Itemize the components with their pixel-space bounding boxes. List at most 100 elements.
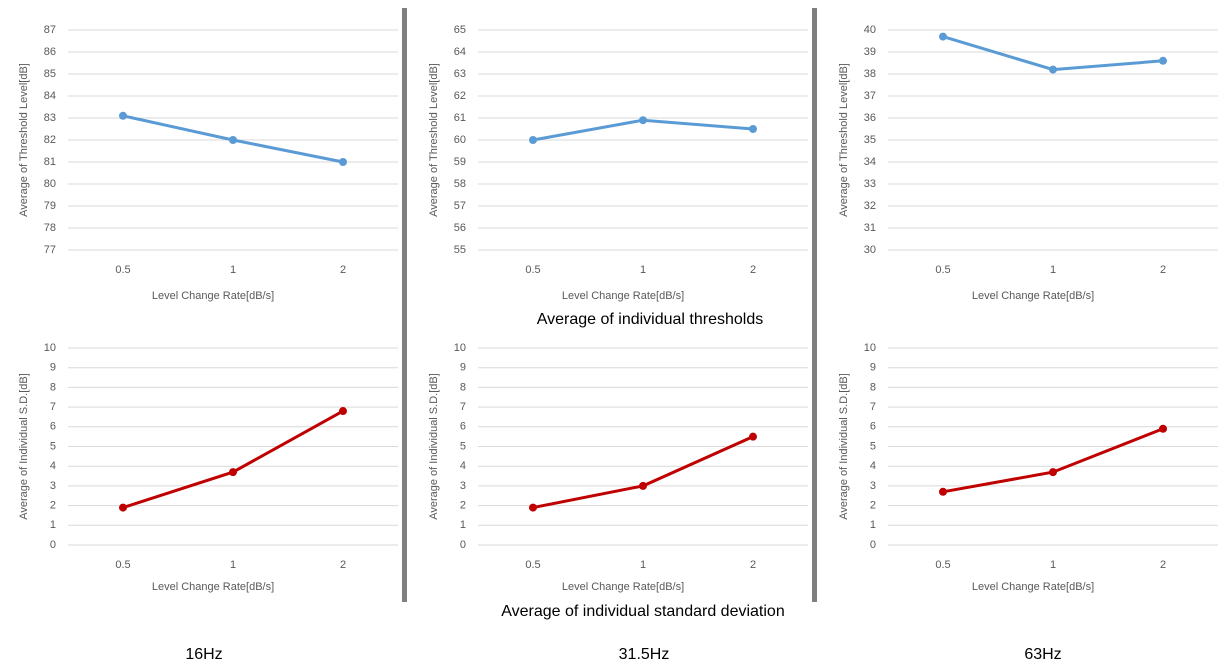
y-tick-label: 8 bbox=[460, 381, 466, 393]
x-axis-title: Level Change Rate[dB/s] bbox=[562, 581, 684, 593]
point bbox=[529, 503, 537, 512]
point bbox=[1159, 424, 1167, 433]
y-tick-label: 38 bbox=[864, 68, 876, 80]
x-tick-label: 0.5 bbox=[935, 264, 950, 276]
x-tick-label: 1 bbox=[1050, 559, 1056, 571]
point bbox=[229, 136, 237, 144]
point bbox=[529, 136, 537, 144]
y-axis-title: Average of Individual S.D.[dB] bbox=[18, 373, 30, 520]
x-tick-label: 1 bbox=[640, 264, 646, 276]
point bbox=[1159, 56, 1167, 65]
y-tick-label: 30 bbox=[864, 244, 876, 256]
y-tick-label: 3 bbox=[50, 480, 56, 492]
y-tick-label: 31 bbox=[864, 222, 876, 234]
y-tick-label: 59 bbox=[454, 156, 466, 168]
x-tick-label: 2 bbox=[340, 559, 346, 571]
y-tick-label: 64 bbox=[454, 46, 466, 58]
x-axis-title: Level Change Rate[dB/s] bbox=[972, 290, 1094, 302]
y-tick-label: 3 bbox=[870, 480, 876, 492]
x-tick-label: 2 bbox=[1160, 264, 1166, 276]
y-tick-label: 5 bbox=[870, 440, 876, 452]
y-tick-label: 3 bbox=[460, 480, 466, 492]
y-tick-label: 9 bbox=[870, 362, 876, 374]
column-label: 31.5Hz bbox=[619, 646, 670, 663]
x-tick-label: 2 bbox=[750, 264, 756, 276]
y-tick-label: 10 bbox=[864, 342, 876, 354]
x-tick-label: 0.5 bbox=[115, 264, 130, 276]
line bbox=[532, 435, 754, 510]
point bbox=[639, 116, 647, 125]
y-tick-label: 4 bbox=[50, 460, 56, 472]
y-tick-label: 9 bbox=[50, 362, 56, 374]
y-tick-label: 0 bbox=[50, 539, 56, 551]
y-tick-label: 8 bbox=[870, 381, 876, 393]
separator bbox=[812, 8, 817, 602]
y-tick-label: 35 bbox=[864, 134, 876, 146]
y-tick-label: 58 bbox=[454, 178, 466, 190]
x-tick-label: 0.5 bbox=[525, 559, 540, 571]
y-axis-title: Average of Individual S.D.[dB] bbox=[428, 373, 440, 520]
y-tick-label: 1 bbox=[460, 519, 466, 531]
y-axis-title: Average of Threshold Level[dB] bbox=[838, 63, 850, 217]
y-tick-label: 81 bbox=[44, 156, 56, 168]
y-tick-label: 80 bbox=[44, 178, 56, 190]
point bbox=[939, 32, 947, 41]
y-tick-label: 34 bbox=[864, 156, 876, 168]
y-tick-label: 63 bbox=[454, 68, 466, 80]
x-axis-title: Level Change Rate[dB/s] bbox=[562, 290, 684, 302]
point bbox=[339, 158, 347, 166]
y-tick-label: 10 bbox=[44, 342, 56, 354]
x-axis-title: Level Change Rate[dB/s] bbox=[152, 581, 274, 593]
point bbox=[119, 503, 127, 512]
column-label: 63Hz bbox=[1024, 646, 1061, 663]
y-tick-label: 2 bbox=[460, 500, 466, 512]
y-tick-label: 32 bbox=[864, 200, 876, 212]
y-tick-label: 7 bbox=[50, 401, 56, 413]
y-tick-label: 65 bbox=[454, 24, 466, 36]
point bbox=[339, 407, 347, 416]
x-tick-label: 0.5 bbox=[115, 559, 130, 571]
y-tick-label: 5 bbox=[460, 440, 466, 452]
y-tick-label: 56 bbox=[454, 222, 466, 234]
y-axis-title: Average of Threshold Level[dB] bbox=[18, 63, 30, 217]
point bbox=[639, 481, 647, 490]
y-tick-label: 33 bbox=[864, 178, 876, 190]
x-tick-label: 1 bbox=[230, 559, 236, 571]
y-tick-label: 6 bbox=[460, 421, 466, 433]
x-tick-label: 0.5 bbox=[525, 264, 540, 276]
y-tick-label: 78 bbox=[44, 222, 56, 234]
y-tick-label: 61 bbox=[454, 112, 466, 124]
x-tick-label: 1 bbox=[1050, 264, 1056, 276]
y-tick-label: 40 bbox=[864, 24, 876, 36]
line bbox=[942, 35, 1164, 72]
caption: Average of individual thresholds bbox=[537, 311, 764, 328]
point bbox=[1049, 65, 1057, 74]
x-tick-label: 0.5 bbox=[935, 559, 950, 571]
y-axis-title: Average of Individual S.D.[dB] bbox=[838, 373, 850, 520]
y-tick-label: 4 bbox=[460, 460, 466, 472]
point bbox=[1049, 468, 1057, 477]
y-tick-label: 8 bbox=[50, 381, 56, 393]
y-tick-label: 87 bbox=[44, 24, 56, 36]
point bbox=[749, 432, 757, 441]
line bbox=[122, 409, 344, 509]
y-tick-label: 57 bbox=[454, 200, 466, 212]
y-tick-label: 2 bbox=[50, 500, 56, 512]
y-tick-label: 1 bbox=[870, 519, 876, 531]
y-tick-label: 79 bbox=[44, 200, 56, 212]
x-tick-label: 2 bbox=[1160, 559, 1166, 571]
y-tick-label: 4 bbox=[870, 460, 876, 472]
point bbox=[939, 487, 947, 496]
y-tick-label: 6 bbox=[50, 421, 56, 433]
x-tick-label: 2 bbox=[340, 264, 346, 276]
y-tick-label: 85 bbox=[44, 68, 56, 80]
point bbox=[229, 468, 237, 477]
x-tick-label: 1 bbox=[230, 264, 236, 276]
y-tick-label: 39 bbox=[864, 46, 876, 58]
line bbox=[942, 427, 1164, 494]
point bbox=[119, 111, 127, 120]
y-tick-label: 60 bbox=[454, 134, 466, 146]
x-tick-label: 2 bbox=[750, 559, 756, 571]
y-tick-label: 0 bbox=[460, 539, 466, 551]
